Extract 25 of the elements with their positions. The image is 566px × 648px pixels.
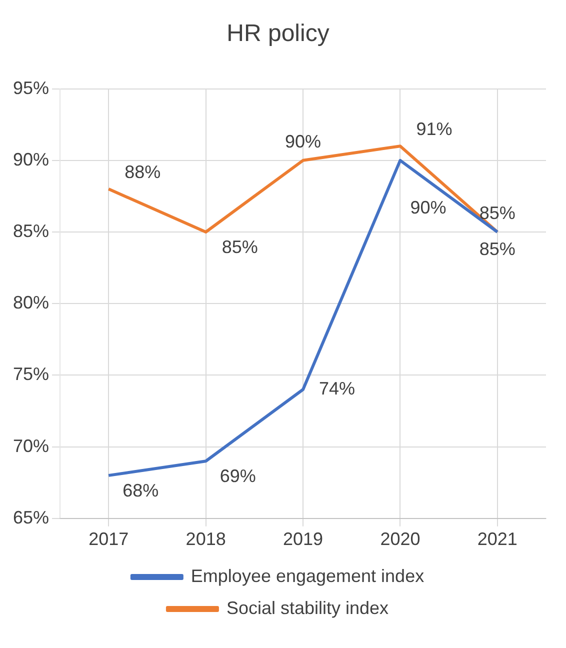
y-tick-label: 75% [12,364,50,384]
y-tick-label: 90% [12,149,50,170]
data-label: 85% [222,236,258,257]
chart-title: HR policy [226,20,330,48]
data-label: 90% [285,131,322,152]
data-label: 85% [479,202,516,223]
x-tick-label: 2020 [380,529,420,550]
y-tick-label: 95% [12,78,50,98]
x-tick-label: 2021 [477,529,518,550]
y-tick-label: 70% [12,436,50,456]
y-tick-label: 85% [12,220,50,241]
data-label: 88% [124,162,161,182]
data-label: 85% [479,238,516,259]
data-label: 90% [410,197,446,218]
legend-label: Employee engagement index [190,566,424,586]
y-tick-label: 65% [12,507,50,528]
x-tick-label: 2019 [282,529,324,550]
x-tick-label: 2018 [186,529,226,550]
x-tick-label: 2017 [88,529,129,550]
data-label: 68% [122,480,159,500]
legend-label: Social stability index [226,598,389,618]
data-label: 74% [319,378,356,398]
data-label: 91% [416,119,452,140]
y-tick-label: 80% [12,292,50,313]
data-label: 69% [220,466,256,486]
